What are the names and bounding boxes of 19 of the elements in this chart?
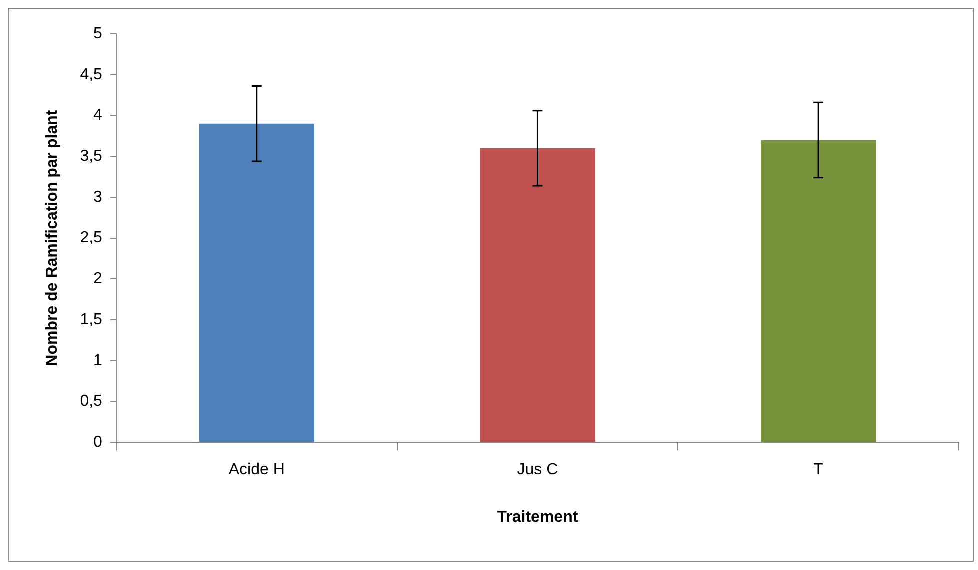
y-tick-label: 3: [94, 188, 103, 206]
bar: [199, 124, 314, 442]
x-tick-label: T: [814, 462, 824, 479]
y-tick-label: 4,5: [80, 66, 103, 84]
x-tick-label: Jus C: [517, 462, 558, 479]
x-tick-label: Acide H: [228, 462, 285, 479]
bar: [480, 148, 596, 442]
y-tick-label: 3,5: [80, 148, 103, 165]
bar: [761, 140, 876, 442]
y-tick-label: 0: [94, 434, 103, 452]
y-tick-label: 0,5: [80, 393, 103, 410]
y-tick-label: 2,5: [80, 230, 103, 247]
y-tick-label: 5: [94, 25, 103, 42]
y-tick-label: 2: [94, 270, 103, 288]
y-tick-label: 1,5: [80, 311, 103, 328]
y-tick-label: 1: [94, 352, 103, 370]
x-axis-title: Traitement: [497, 508, 579, 526]
y-tick-label: 4: [94, 107, 103, 124]
y-axis-title: Nombre de Ramification par plant: [44, 110, 62, 366]
